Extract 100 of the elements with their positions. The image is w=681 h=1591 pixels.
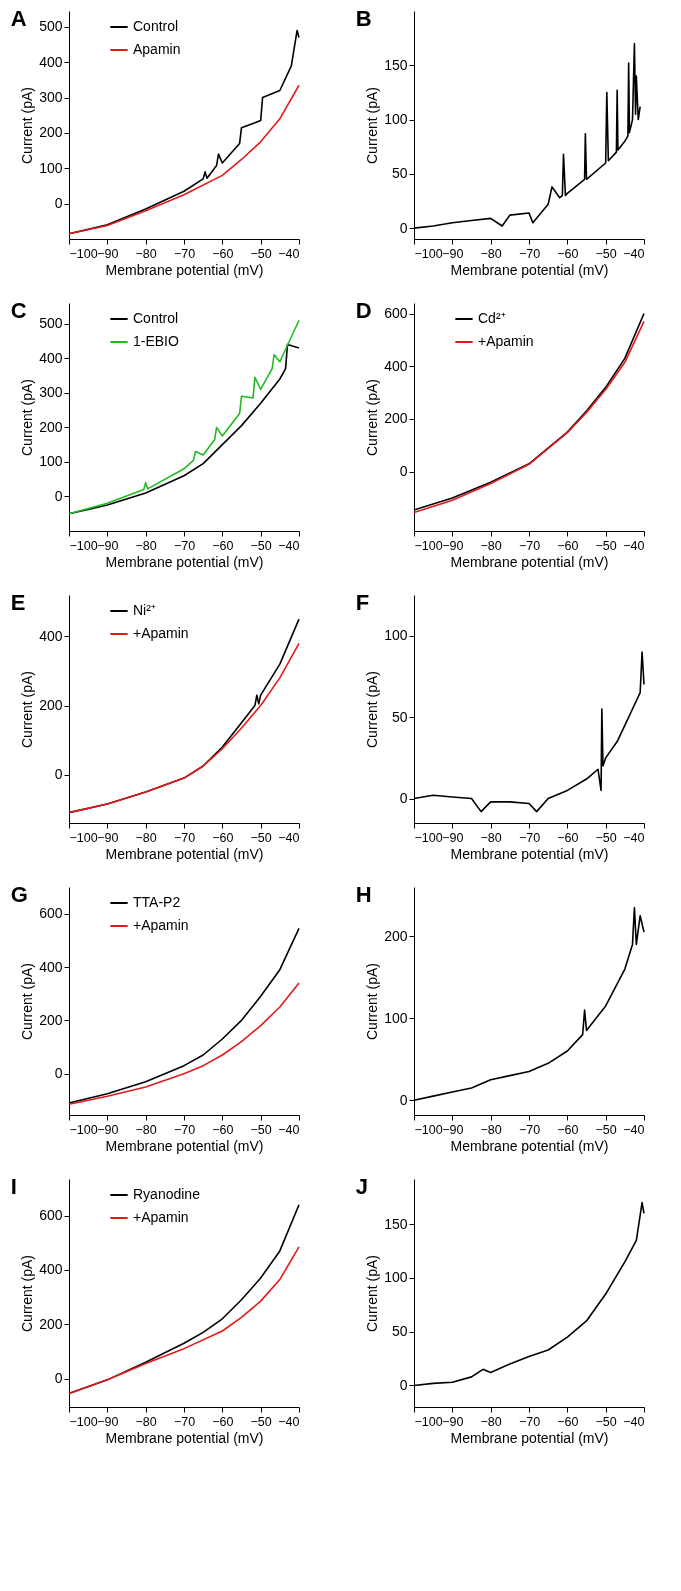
y-tick-label: 600 xyxy=(39,905,63,922)
chart-title: G xyxy=(10,882,28,907)
y-tick-label: 100 xyxy=(384,1009,408,1026)
x-axis-title: Membrane potential (mV) xyxy=(105,262,264,278)
x-tick-label: −70 xyxy=(518,538,541,553)
x-tick-label: −40 xyxy=(623,1122,645,1137)
x-tick-label: −50 xyxy=(595,1414,617,1429)
y-tick-label: 150 xyxy=(384,1215,408,1232)
y-axis-title: Current (pA) xyxy=(364,670,381,749)
x-tick-label: −70 xyxy=(173,1414,196,1429)
x-tick-label: −60 xyxy=(212,830,234,845)
x-axis-title: Membrane potential (mV) xyxy=(450,262,609,278)
chart-title: I xyxy=(10,1174,17,1199)
y-tick-label: 0 xyxy=(54,487,63,504)
y-tick-label: 300 xyxy=(39,384,63,401)
x-tick-label: −60 xyxy=(557,538,579,553)
legend-label: 1-EBIO xyxy=(133,333,180,349)
x-tick-label: −40 xyxy=(623,538,645,553)
x-tick-label: −60 xyxy=(212,1414,234,1429)
x-tick-label: −50 xyxy=(250,830,272,845)
x-tick-label: −90 xyxy=(97,246,119,261)
y-tick-label: 50 xyxy=(391,165,408,182)
y-tick-label: 400 xyxy=(39,1261,63,1278)
x-tick-label: −90 xyxy=(442,1414,464,1429)
x-axis-title: Membrane potential (mV) xyxy=(450,1430,609,1446)
y-tick-label: 400 xyxy=(39,958,63,975)
x-tick-label: −40 xyxy=(278,830,300,845)
x-tick-label: −70 xyxy=(518,1122,541,1137)
y-tick-label: 100 xyxy=(384,1269,408,1286)
x-tick-label: −80 xyxy=(480,830,502,845)
y-tick-label: 200 xyxy=(39,418,63,435)
y-tick-label: 0 xyxy=(399,219,408,236)
x-tick-label: −90 xyxy=(97,1122,119,1137)
y-tick-label: 200 xyxy=(384,927,408,944)
legend-label: Ryanodine xyxy=(133,1186,201,1202)
x-axis-title: Membrane potential (mV) xyxy=(450,554,609,570)
line-series xyxy=(68,1246,300,1395)
y-tick-label: 600 xyxy=(39,1207,63,1224)
x-tick-label: −40 xyxy=(623,246,645,261)
y-tick-label: 100 xyxy=(39,159,63,176)
x-tick-label: −100 xyxy=(414,1414,443,1429)
x-tick-label: −90 xyxy=(97,1414,119,1429)
x-tick-label: −80 xyxy=(480,246,502,261)
y-axis-title: Current (pA) xyxy=(19,670,36,749)
y-tick-label: 500 xyxy=(39,18,63,35)
chart-title: C xyxy=(10,298,27,323)
y-tick-label: 200 xyxy=(39,1315,63,1332)
y-axis-title: Current (pA) xyxy=(19,86,36,165)
x-axis-title: Membrane potential (mV) xyxy=(450,846,609,862)
x-tick-label: −80 xyxy=(135,246,157,261)
x-tick-label: −100 xyxy=(414,538,443,553)
y-tick-label: 400 xyxy=(39,349,63,366)
legend-label: +Apamin xyxy=(133,1209,189,1225)
y-tick-label: 200 xyxy=(39,1011,63,1028)
x-tick-label: −60 xyxy=(557,830,579,845)
x-tick-label: −90 xyxy=(442,246,464,261)
x-tick-label: −50 xyxy=(250,1414,272,1429)
x-axis-title: Membrane potential (mV) xyxy=(105,846,264,862)
x-axis-title: Membrane potential (mV) xyxy=(105,554,264,570)
y-tick-label: 0 xyxy=(54,195,63,212)
x-tick-label: −70 xyxy=(173,538,196,553)
x-tick-label: −40 xyxy=(278,246,300,261)
y-axis-title: Current (pA) xyxy=(364,86,381,165)
legend-label: Control xyxy=(133,18,179,34)
x-tick-label: −80 xyxy=(135,1122,157,1137)
x-tick-label: −40 xyxy=(278,1122,300,1137)
x-tick-label: −40 xyxy=(623,830,645,845)
chart-title: A xyxy=(10,6,27,31)
x-tick-label: −80 xyxy=(480,1122,502,1137)
legend-label: Apamin xyxy=(133,41,181,57)
x-tick-label: −70 xyxy=(518,246,541,261)
x-tick-label: −60 xyxy=(212,538,234,553)
x-tick-label: −90 xyxy=(442,1122,464,1137)
x-tick-label: −100 xyxy=(69,1122,98,1137)
x-tick-label: −60 xyxy=(557,1414,579,1429)
legend-label: Cd²⁺ xyxy=(478,310,506,326)
x-tick-label: −50 xyxy=(595,1122,617,1137)
y-axis-title: Current (pA) xyxy=(364,1254,381,1333)
chart-title: E xyxy=(10,590,26,615)
y-axis-title: Current (pA) xyxy=(364,962,381,1041)
y-tick-label: 400 xyxy=(39,53,63,70)
x-tick-label: −100 xyxy=(414,830,443,845)
y-axis-title: Current (pA) xyxy=(19,962,36,1041)
y-tick-label: 600 xyxy=(384,305,408,322)
chart-title: J xyxy=(355,1174,368,1199)
x-tick-label: −90 xyxy=(442,830,464,845)
y-tick-label: 200 xyxy=(384,410,408,427)
x-axis-title: Membrane potential (mV) xyxy=(450,1138,609,1154)
x-tick-label: −70 xyxy=(173,1122,196,1137)
x-tick-label: −80 xyxy=(135,1414,157,1429)
legend-label: Control xyxy=(133,310,179,326)
x-tick-label: −100 xyxy=(414,1122,443,1137)
x-tick-label: −50 xyxy=(250,246,272,261)
y-tick-label: 150 xyxy=(384,56,408,73)
x-tick-label: −40 xyxy=(278,1414,300,1429)
x-tick-label: −80 xyxy=(480,1414,502,1429)
x-tick-label: −50 xyxy=(595,538,617,553)
x-tick-label: −70 xyxy=(173,830,196,845)
x-tick-label: −90 xyxy=(97,830,119,845)
y-tick-label: 0 xyxy=(54,1370,63,1386)
